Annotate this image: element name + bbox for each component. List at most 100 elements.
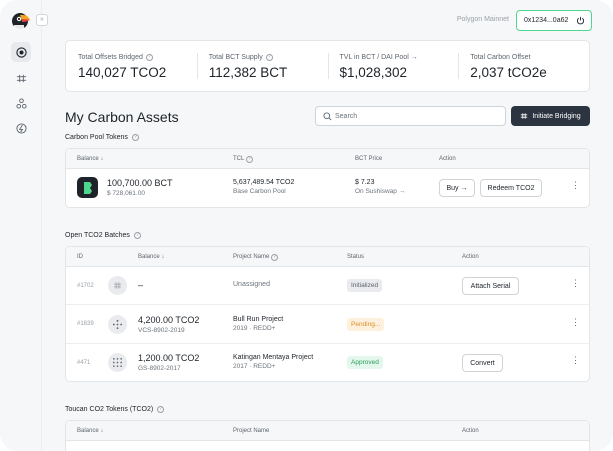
table-row: #1702 – Unassigned Initialized Attach Se…: [66, 267, 589, 305]
stat-value: 2,037 tCO2e: [470, 65, 547, 80]
search-input[interactable]: Search: [315, 106, 506, 126]
pools-icon: [15, 97, 27, 109]
section-title-text: Carbon Pool Tokens: [65, 134, 128, 141]
batches-table: ID Balance ↓ Project Name ? Status Actio…: [65, 246, 590, 382]
convert-button[interactable]: Convert: [462, 354, 503, 372]
stat-label: Total BCT Supply: [208, 54, 263, 61]
sidebar-item-dashboard[interactable]: [11, 42, 31, 62]
more-options-icon[interactable]: ⋮: [571, 180, 580, 190]
sidebar-collapse-button[interactable]: »: [36, 14, 48, 26]
section-title-toucan-tokens: Toucan CO2 Tokens (TCO2) ?: [65, 406, 165, 413]
pool-name: Base Carbon Pool: [233, 188, 286, 195]
stat-value: 140,027 TCO2: [78, 65, 167, 80]
retire-icon: [15, 122, 27, 134]
section-title-batches: Open TCO2 Batches ?: [65, 232, 141, 239]
sidebar-item-pools[interactable]: [11, 93, 31, 113]
help-icon[interactable]: ?: [133, 232, 141, 239]
column-header: Action: [462, 254, 479, 260]
stat-carbon-offset: Total Carbon Offset 2,037 tCO2e: [458, 41, 589, 91]
gs-token-icon: [108, 353, 127, 372]
column-header[interactable]: Balance ↓: [77, 156, 104, 162]
project-vintage: 2017 · REDD+: [233, 363, 276, 370]
column-header: Action: [462, 428, 479, 434]
pool-tokens-table: Balance ↓ TCL ? BCT Price Action 100,700…: [65, 148, 590, 208]
wallet-button[interactable]: 0x1234...0a62: [516, 10, 592, 31]
column-header: Action: [439, 156, 456, 162]
token-balance-usd: $ 728,061.00: [107, 190, 145, 197]
bridge-icon: [16, 74, 26, 82]
batch-balance: –: [138, 280, 144, 290]
project-name: Bull Run Project: [233, 316, 284, 323]
more-options-icon[interactable]: ⋮: [571, 278, 580, 288]
stat-value: 112,382 BCT: [208, 65, 288, 80]
stat-label: Total Carbon Offset: [470, 54, 531, 61]
table-header: Balance ↓ Project Name Action: [66, 421, 589, 441]
section-title-pool-tokens: Carbon Pool Tokens ?: [65, 134, 139, 141]
batch-serial: GS-8902-2017: [138, 365, 181, 372]
help-icon[interactable]: ?: [271, 254, 279, 261]
batch-id: #1839: [77, 321, 94, 327]
more-options-icon[interactable]: ⋮: [571, 317, 580, 327]
attach-serial-button[interactable]: Attach Serial: [462, 277, 519, 295]
stat-offsets-bridged: Total Offsets Bridged? 140,027 TCO2: [66, 41, 197, 91]
column-header-text: TCL: [233, 156, 245, 162]
sidebar-item-retire[interactable]: [11, 118, 31, 138]
help-icon[interactable]: ?: [145, 54, 153, 61]
help-icon[interactable]: ?: [265, 54, 273, 61]
bct-price: $ 7.23: [355, 179, 375, 186]
toucan-logo-icon[interactable]: [11, 11, 31, 31]
bridge-button-label: Initiate Bridging: [532, 112, 581, 120]
search-icon: [323, 112, 332, 121]
column-header-text: Project Name: [233, 254, 270, 260]
batch-placeholder-icon: [108, 276, 127, 295]
toucan-tokens-table: Balance ↓ Project Name Action: [65, 420, 590, 451]
stat-tvl[interactable]: TVL in BCT / DAI Pool → $1,028,302: [327, 41, 459, 91]
status-badge: Approved: [347, 356, 383, 369]
table-header: ID Balance ↓ Project Name ? Status Actio…: [66, 247, 589, 267]
table-row: #1839 4,200.00 TCO2 VCS-8902-2019 Bull R…: [66, 305, 589, 344]
stats-card: Total Offsets Bridged? 140,027 TCO2 Tota…: [65, 40, 590, 92]
redeem-tco2-button[interactable]: Redeem TCO2: [480, 179, 542, 197]
wallet-address: 0x1234...0a62: [524, 17, 569, 24]
eye-icon: [15, 46, 27, 58]
tcl-value: 5,637,489.54 TCO2: [233, 179, 295, 186]
table-header: Balance ↓ TCL ? BCT Price Action: [66, 149, 589, 169]
column-header: Project Name ?: [233, 254, 279, 261]
table-row: 100,700.00 BCT $ 728,061.00 5,637,489.54…: [66, 169, 589, 209]
project-name: Katingan Mentaya Project: [233, 354, 314, 361]
stat-label: Total Offsets Bridged: [78, 54, 143, 61]
section-title-text: Open TCO2 Batches: [65, 232, 130, 239]
batch-balance: 4,200.00 TCO2: [138, 315, 200, 325]
help-icon[interactable]: ?: [157, 406, 165, 413]
buy-button[interactable]: Buy →: [439, 179, 475, 197]
initiate-bridging-button[interactable]: Initiate Bridging: [511, 106, 590, 126]
column-header[interactable]: Balance ↓: [138, 254, 165, 260]
vcs-token-icon: [108, 315, 127, 334]
bct-token-icon: [77, 177, 98, 198]
project-vintage: 2019 · REDD+: [233, 325, 276, 332]
token-balance: 100,700.00 BCT: [107, 178, 173, 188]
stat-label[interactable]: TVL in BCT / DAI Pool →: [339, 54, 418, 61]
sidebar-item-bridge[interactable]: [11, 68, 31, 88]
batch-id: #1702: [77, 283, 94, 289]
column-header: TCL ?: [233, 156, 253, 163]
bridge-icon: [521, 113, 528, 119]
help-icon[interactable]: ?: [131, 134, 139, 141]
status-badge: Initialized: [347, 279, 383, 292]
more-options-icon[interactable]: ⋮: [571, 355, 580, 365]
section-title-text: Toucan CO2 Tokens (TCO2): [65, 406, 154, 413]
search-placeholder: Search: [335, 112, 358, 120]
batch-id: #471: [77, 360, 91, 366]
help-icon[interactable]: ?: [245, 156, 253, 163]
column-header: Project Name: [233, 428, 270, 434]
network-label: Polygon Mainnet: [456, 16, 509, 23]
status-badge: Pending...: [347, 318, 385, 331]
batch-serial: VCS-8902-2019: [138, 327, 185, 334]
main-content: Polygon Mainnet 0x1234...0a62 Total Offs…: [42, 0, 613, 451]
column-header[interactable]: Balance ↓: [77, 428, 104, 434]
project-name: Unassigned: [233, 281, 270, 288]
power-icon[interactable]: [576, 16, 585, 25]
price-source-link[interactable]: On Sushiswap →: [355, 188, 406, 195]
column-header: ID: [77, 254, 83, 260]
